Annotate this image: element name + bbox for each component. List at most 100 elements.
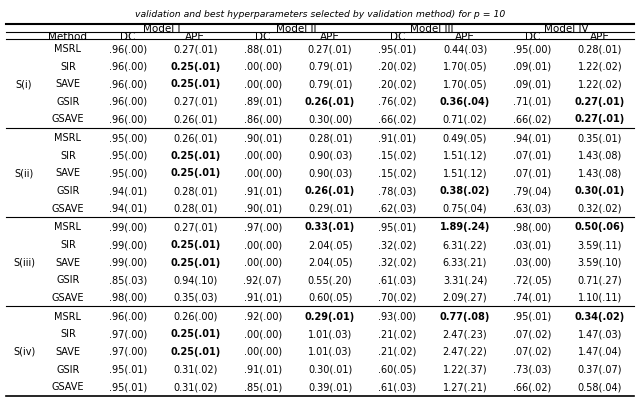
Text: 0.28(.01): 0.28(.01) — [173, 203, 218, 213]
Text: .79(.04): .79(.04) — [513, 186, 552, 196]
Text: 0.30(.01): 0.30(.01) — [575, 186, 625, 196]
Text: .95(.01): .95(.01) — [109, 364, 147, 374]
Text: 0.32(.02): 0.32(.02) — [578, 203, 622, 213]
Text: .99(.00): .99(.00) — [109, 239, 147, 249]
Text: 1.89(.24): 1.89(.24) — [440, 222, 490, 232]
Text: .95(.01): .95(.01) — [378, 222, 417, 232]
Text: .96(.00): .96(.00) — [109, 97, 147, 107]
Text: 0.90(.03): 0.90(.03) — [308, 168, 352, 178]
Text: .15(.02): .15(.02) — [378, 168, 417, 178]
Text: .07(.01): .07(.01) — [513, 150, 552, 160]
Text: 1.01(.03): 1.01(.03) — [308, 346, 352, 356]
Text: SIR: SIR — [60, 239, 76, 249]
Text: GSIR: GSIR — [56, 186, 79, 196]
Text: .88(.01): .88(.01) — [244, 44, 282, 54]
Text: GSIR: GSIR — [56, 275, 79, 285]
Text: 2.47(.22): 2.47(.22) — [443, 346, 488, 356]
Text: .00(.00): .00(.00) — [244, 150, 282, 160]
Text: 1.47(.04): 1.47(.04) — [578, 346, 622, 356]
Text: SIR: SIR — [60, 150, 76, 160]
Text: 0.29(.01): 0.29(.01) — [308, 203, 352, 213]
Text: validation and best hyperparameters selected by validation method) for p = 10: validation and best hyperparameters sele… — [135, 10, 505, 19]
Text: .62(.03): .62(.03) — [378, 203, 417, 213]
Text: 0.28(.01): 0.28(.01) — [308, 133, 352, 143]
Text: 0.25(.01): 0.25(.01) — [170, 168, 220, 178]
Text: 1.47(.03): 1.47(.03) — [578, 328, 622, 338]
Text: 0.94(.10): 0.94(.10) — [173, 275, 218, 285]
Text: 0.34(.02): 0.34(.02) — [575, 311, 625, 321]
Text: GSAVE: GSAVE — [52, 203, 84, 213]
Text: .97(.00): .97(.00) — [109, 328, 147, 338]
Text: .96(.00): .96(.00) — [109, 311, 147, 321]
Text: .73(.03): .73(.03) — [513, 364, 552, 374]
Text: 1.22(.37): 1.22(.37) — [443, 364, 487, 374]
Text: .90(.01): .90(.01) — [244, 203, 282, 213]
Text: .98(.00): .98(.00) — [109, 292, 147, 302]
Text: .99(.00): .99(.00) — [109, 257, 147, 267]
Text: 0.25(.01): 0.25(.01) — [170, 257, 220, 267]
Text: S(ii): S(ii) — [14, 168, 34, 178]
Text: GSAVE: GSAVE — [52, 292, 84, 302]
Text: MSRL: MSRL — [54, 44, 81, 54]
Text: .63(.03): .63(.03) — [513, 203, 552, 213]
Text: 0.25(.01): 0.25(.01) — [170, 79, 220, 89]
Text: 0.55(.20): 0.55(.20) — [308, 275, 353, 285]
Text: 0.25(.01): 0.25(.01) — [170, 346, 220, 356]
Text: .91(.01): .91(.01) — [378, 133, 417, 143]
Text: .85(.03): .85(.03) — [109, 275, 147, 285]
Text: .61(.03): .61(.03) — [378, 381, 417, 391]
Text: .00(.00): .00(.00) — [244, 346, 282, 356]
Text: .00(.00): .00(.00) — [244, 328, 282, 338]
Text: GSIR: GSIR — [56, 364, 79, 374]
Text: .72(.05): .72(.05) — [513, 275, 552, 285]
Text: .00(.00): .00(.00) — [244, 257, 282, 267]
Text: .91(.01): .91(.01) — [244, 364, 282, 374]
Text: 0.77(.08): 0.77(.08) — [440, 311, 490, 321]
Text: .66(.02): .66(.02) — [513, 381, 552, 391]
Text: .93(.00): .93(.00) — [378, 311, 417, 321]
Text: Method: Method — [49, 32, 87, 41]
Text: GSAVE: GSAVE — [52, 381, 84, 391]
Text: .92(.07): .92(.07) — [243, 275, 282, 285]
Text: 1.10(.11): 1.10(.11) — [578, 292, 622, 302]
Text: .61(.03): .61(.03) — [378, 275, 417, 285]
Text: .32(.02): .32(.02) — [378, 257, 417, 267]
Text: .00(.00): .00(.00) — [244, 79, 282, 89]
Text: .00(.00): .00(.00) — [244, 168, 282, 178]
Text: S(iii): S(iii) — [13, 257, 35, 267]
Text: .95(.00): .95(.00) — [109, 168, 147, 178]
Text: .91(.01): .91(.01) — [244, 292, 282, 302]
Text: APE: APE — [320, 32, 340, 41]
Text: 1.70(.05): 1.70(.05) — [443, 79, 487, 89]
Text: Model III: Model III — [410, 24, 453, 34]
Text: .66(.02): .66(.02) — [513, 114, 552, 124]
Text: .09(.01): .09(.01) — [513, 79, 552, 89]
Text: .91(.01): .91(.01) — [244, 186, 282, 196]
Text: 0.30(.01): 0.30(.01) — [308, 364, 352, 374]
Text: 0.27(.01): 0.27(.01) — [173, 97, 218, 107]
Text: 1.27(.21): 1.27(.21) — [443, 381, 487, 391]
Text: 2.09(.27): 2.09(.27) — [443, 292, 487, 302]
Text: APE: APE — [186, 32, 205, 41]
Text: .95(.00): .95(.00) — [109, 133, 147, 143]
Text: 0.39(.01): 0.39(.01) — [308, 381, 352, 391]
Text: 6.33(.21): 6.33(.21) — [443, 257, 487, 267]
Text: .95(.01): .95(.01) — [109, 381, 147, 391]
Text: SAVE: SAVE — [55, 79, 81, 89]
Text: 0.29(.01): 0.29(.01) — [305, 311, 355, 321]
Text: 0.27(.01): 0.27(.01) — [575, 97, 625, 107]
Text: 0.27(.01): 0.27(.01) — [173, 44, 218, 54]
Text: .92(.00): .92(.00) — [244, 311, 282, 321]
Text: 0.27(.01): 0.27(.01) — [173, 222, 218, 232]
Text: .07(.02): .07(.02) — [513, 328, 552, 338]
Text: .70(.02): .70(.02) — [378, 292, 417, 302]
Text: .94(.01): .94(.01) — [513, 133, 552, 143]
Text: Model I: Model I — [143, 24, 180, 34]
Text: DC: DC — [120, 32, 136, 41]
Text: .97(.00): .97(.00) — [244, 222, 282, 232]
Text: 1.43(.08): 1.43(.08) — [578, 168, 622, 178]
Text: .89(.01): .89(.01) — [244, 97, 282, 107]
Text: .03(.01): .03(.01) — [513, 239, 552, 249]
Text: .86(.00): .86(.00) — [244, 114, 282, 124]
Text: .66(.02): .66(.02) — [378, 114, 417, 124]
